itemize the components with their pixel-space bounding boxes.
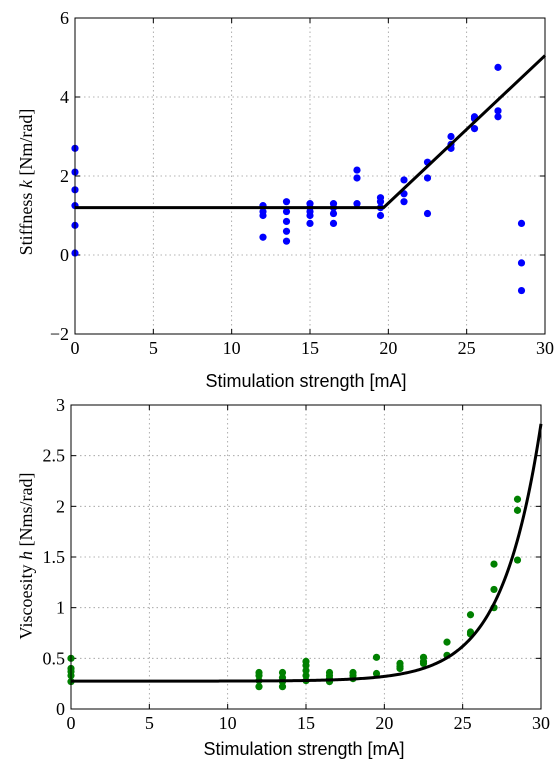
viscosity-data-point: [490, 560, 498, 568]
viscosity-y-tick-label: 1: [56, 598, 65, 618]
stiffness-data-point: [423, 209, 432, 218]
stiffness-data-point: [306, 211, 314, 220]
viscosity-data-point: [372, 669, 381, 678]
stiffness-x-tick-label: 5: [149, 338, 158, 358]
stiffness-y-label-symbol: k: [16, 179, 36, 188]
viscosity-x-tick-label: 5: [145, 713, 154, 733]
stiffness-y-tick-label: 6: [60, 8, 69, 28]
stiffness-x-tick-label: 25: [458, 338, 476, 358]
stiffness-data-point: [517, 219, 526, 227]
stiffness-chart: Stimulation strength [mA] Stiffness k [N…: [16, 8, 554, 391]
stiffness-data-point: [376, 211, 385, 220]
stiffness-data-point: [329, 209, 338, 218]
stiffness-plot-frame: [74, 17, 546, 335]
viscosity-data-point: [255, 671, 263, 680]
viscosity-data-point: [513, 495, 522, 503]
stiffness-y-axis-label: Stiffness k [Nm/rad]: [16, 109, 36, 256]
stiffness-y-label-unit: [Nm/rad]: [16, 109, 36, 180]
viscosity-data-point: [372, 653, 381, 661]
viscosity-x-tick-label: 15: [297, 713, 315, 733]
stiffness-data-point: [447, 132, 455, 141]
stiffness-x-tick-label: 15: [301, 338, 319, 358]
viscosity-y-tick-label: 3: [56, 395, 65, 415]
stiffness-y-tick-label: 2: [60, 166, 69, 186]
stiffness-data-point: [494, 107, 502, 115]
viscosity-data-point: [513, 506, 522, 514]
viscosity-fit-line: [71, 423, 543, 683]
viscosity-y-tick-label: 2: [56, 496, 65, 516]
stiffness-y-label-prefix: Stiffness: [16, 188, 36, 255]
stiffness-x-tick-label: 0: [71, 338, 80, 358]
stiffness-x-tick-label: 30: [536, 338, 554, 358]
stiffness-data-point: [282, 217, 291, 226]
viscosity-data-point: [255, 683, 263, 691]
viscosity-y-axis-label: Viscoesity h [Nms/rad]: [16, 473, 36, 640]
stiffness-data-point: [282, 198, 291, 206]
stiffness-data-point: [400, 176, 408, 184]
stiffness-y-tick-label: −2: [50, 324, 69, 344]
viscosity-x-tick-label: 0: [67, 713, 76, 733]
viscosity-x-tick-label: 10: [219, 713, 237, 733]
stiffness-x-tick-label: 10: [223, 338, 241, 358]
stiffness-data-point: [353, 166, 361, 174]
viscosity-x-tick-label: 30: [532, 713, 550, 733]
stiffness-data-point: [376, 198, 385, 206]
viscosity-y-label-prefix: Viscoesity: [16, 560, 36, 639]
stiffness-data-point: [329, 219, 338, 227]
stiffness-data-point: [282, 237, 291, 245]
stiffness-data-point: [423, 174, 432, 182]
viscosity-data-point: [466, 611, 475, 619]
stiffness-data-point: [470, 125, 479, 133]
stiffness-data-point: [259, 211, 267, 220]
viscosity-y-tick-label: 2.5: [43, 446, 66, 466]
stiffness-data-point: [517, 259, 526, 267]
viscosity-data-point: [490, 585, 498, 594]
viscosity-plot-frame: [70, 404, 542, 710]
viscosity-data-point: [302, 666, 310, 675]
stiffness-data-point: [282, 207, 291, 216]
stiffness-y-tick-label: 4: [60, 87, 69, 107]
viscosity-data-point: [278, 683, 287, 691]
stiffness-data-point: [282, 227, 291, 235]
stiffness-data-point: [517, 286, 526, 295]
viscosity-data-point: [419, 659, 428, 668]
stiffness-x-axis-label: Stimulation strength [mA]: [205, 371, 406, 391]
stiffness-data-point: [400, 198, 408, 206]
viscosity-data-point: [396, 664, 404, 673]
viscosity-data-point: [513, 556, 522, 564]
stiffness-x-tick-label: 20: [379, 338, 397, 358]
viscosity-chart: Stimulation strength [mA] Viscoesity h […: [16, 395, 550, 759]
viscosity-data-point: [443, 638, 451, 646]
stiffness-fit-line: [75, 54, 547, 210]
viscosity-data-point: [302, 661, 310, 670]
viscosity-y-tick-label: 0: [56, 699, 65, 719]
viscosity-data-point: [302, 671, 310, 680]
viscosity-y-tick-label: 1.5: [43, 547, 66, 567]
viscosity-y-tick-label: 0.5: [43, 648, 66, 668]
viscosity-x-tick-label: 25: [454, 713, 472, 733]
stiffness-y-tick-label: 0: [60, 245, 69, 265]
stiffness-data-point: [353, 200, 361, 208]
stiffness-data-point: [259, 233, 267, 241]
stiffness-data-point: [494, 113, 502, 121]
stiffness-data-point: [353, 174, 361, 182]
viscosity-y-label-symbol: h: [16, 551, 36, 560]
viscosity-x-axis-label: Stimulation strength [mA]: [203, 739, 404, 759]
viscosity-y-label-unit: [Nms/rad]: [16, 473, 36, 551]
stiffness-data-point: [494, 63, 502, 71]
viscosity-x-tick-label: 20: [375, 713, 393, 733]
stiffness-data-point: [306, 219, 314, 227]
viscosity-data-point: [278, 668, 287, 677]
